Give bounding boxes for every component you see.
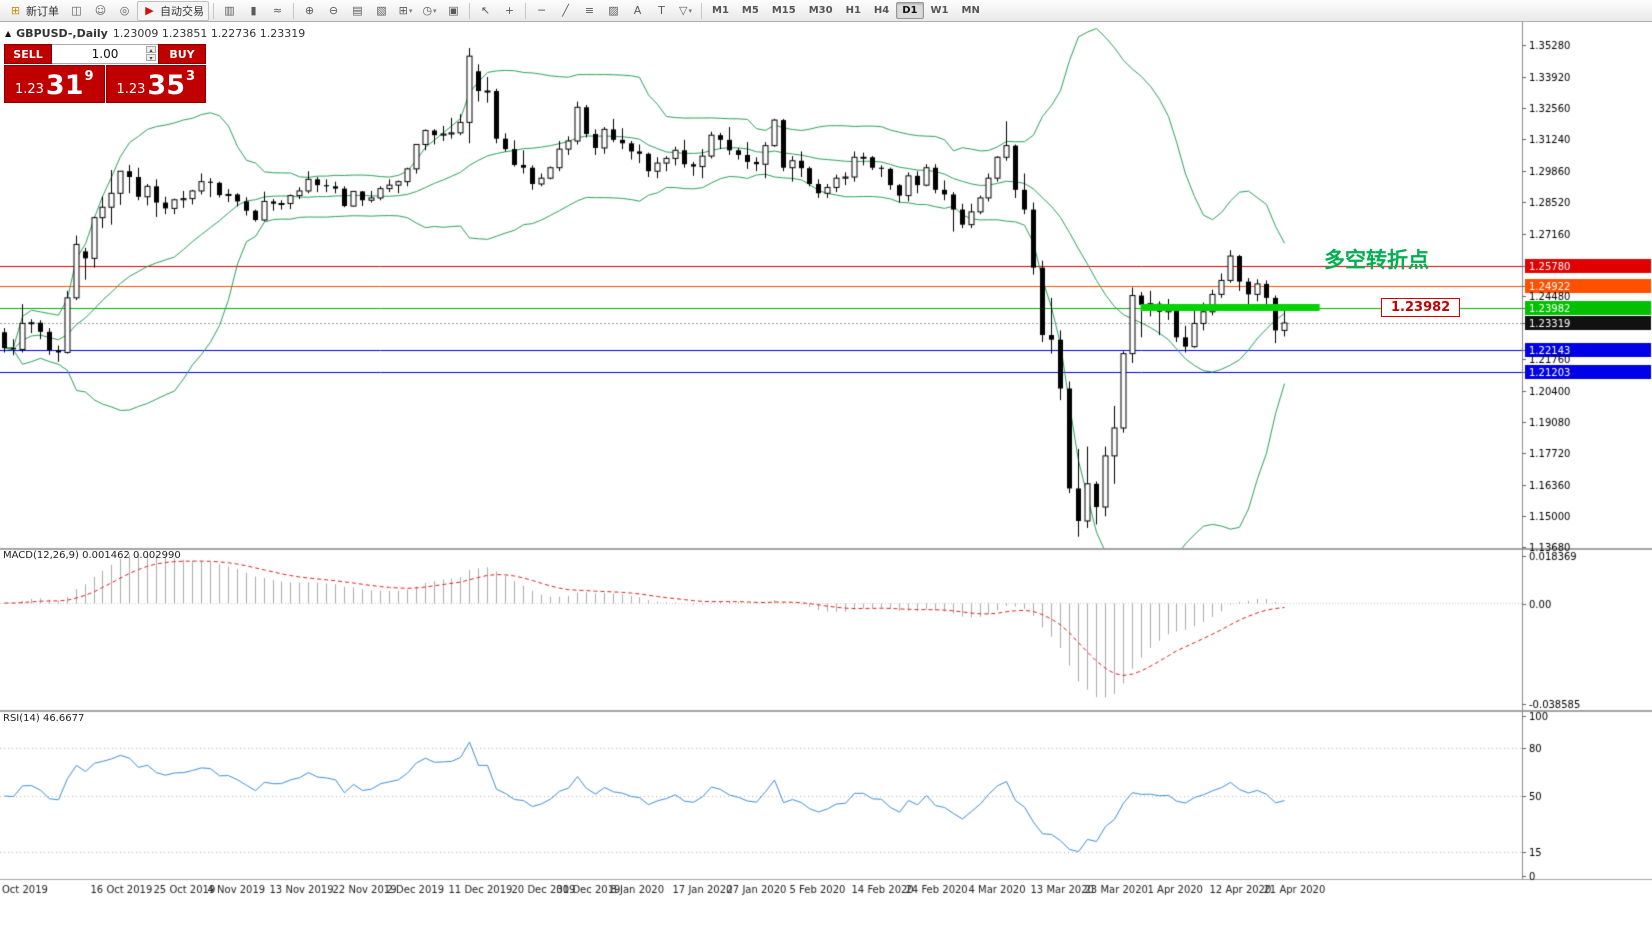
zoom-in-icon[interactable]: ⊕ — [304, 4, 315, 17]
chevron-down-icon: ▾ — [433, 6, 437, 15]
period-clock-icon[interactable]: ◷ ▾ — [418, 1, 441, 21]
horizontal-line-tool-icon[interactable]: ─ — [538, 4, 545, 17]
timeframe-m5-button[interactable]: M5 — [741, 5, 759, 16]
autotrading-icon: ▶ — [145, 4, 154, 17]
chevron-down-icon: ▾ — [688, 6, 692, 15]
arrows-glyph: ▽ — [679, 4, 688, 17]
chevron-down-icon: ▾ — [408, 6, 413, 15]
sell-price-pip: 9 — [84, 69, 94, 84]
timeframe-d1-button[interactable]: D1 — [896, 2, 924, 19]
toolbar-separator — [213, 2, 214, 19]
shapes-tool-icon[interactable]: ▨ — [608, 4, 619, 17]
cursor-icon[interactable]: ↖ — [480, 4, 491, 17]
candlestick-chart-icon[interactable]: ▮ — [250, 4, 257, 17]
toolbar-separator — [293, 2, 294, 19]
volume-value: 1.00 — [91, 47, 119, 61]
rsi-indicator-label: RSI(14) 46.6677 — [3, 713, 85, 724]
timeframe-m30-button[interactable]: M30 — [808, 5, 833, 16]
toolbar-separator — [701, 2, 702, 19]
sell-price-prefix: 1.23 — [14, 82, 44, 97]
timeframe-m1-button[interactable]: M1 — [712, 5, 729, 16]
trendline-tool-icon[interactable]: ╱ — [562, 4, 569, 17]
export-image-icon[interactable]: ▣ — [448, 4, 459, 17]
price-chart-canvas[interactable] — [0, 22, 1652, 947]
data-window-icon[interactable]: ◎ — [119, 4, 130, 17]
sell-label: SELL — [4, 44, 52, 64]
chart-header: ▲ GBPUSD-,Daily 1.23009 1.23851 1.22736 … — [5, 27, 305, 40]
new-chart-icon[interactable]: ⊞ ▾ — [394, 1, 417, 21]
new-chart-glyph: ⊞ — [398, 4, 408, 17]
symbol-title: GBPUSD-,Daily — [16, 27, 108, 40]
buy-price-big: 35 — [147, 70, 185, 102]
bar-chart-icon[interactable]: ▥ — [224, 4, 235, 17]
volume-spinner: ▴ ▾ — [146, 46, 156, 62]
timeframe-h4-button[interactable]: H4 — [873, 5, 890, 16]
toolbar-separator — [469, 2, 470, 19]
timeframe-m15-button[interactable]: M15 — [771, 5, 796, 16]
one-click-trading-panel: SELL 1.00 ▴ ▾ BUY 1.23 31 9 1.23 35 3 — [4, 44, 206, 103]
spinner-up-icon[interactable]: ▴ — [146, 46, 156, 54]
macd-indicator-label: MACD(12,26,9) 0.001462 0.002990 — [3, 550, 181, 561]
profiles-icon[interactable]: ☺ — [94, 4, 107, 17]
autotrading-button[interactable]: ▶ 自动交易 — [137, 0, 209, 21]
sell-price-button[interactable]: 1.23 31 9 — [4, 65, 105, 103]
turning-point-annotation[interactable]: 多空转折点 — [1324, 248, 1429, 272]
autotrading-label: 自动交易 — [160, 4, 204, 18]
arrows-tool-icon[interactable]: ▽ ▾ — [674, 1, 697, 21]
tile-windows-icon[interactable]: ▤ — [352, 4, 363, 17]
timeframe-mn-button[interactable]: MN — [961, 5, 980, 16]
buy-price-prefix: 1.23 — [116, 82, 146, 97]
new-order-icon: ⊞ — [10, 4, 21, 17]
toolbar: ⊞ 新订单 ◫ ☺ ◎ ▶ 自动交易 ▥ ▮ ≈ ⊕ ⊖ ▤ ▧ ⊞ ▾ ◷ ▾… — [0, 0, 1652, 22]
ohlc-values: 1.23009 1.23851 1.22736 1.23319 — [112, 27, 306, 40]
volume-input[interactable]: 1.00 ▴ ▾ — [52, 44, 158, 64]
timeframe-h1-button[interactable]: H1 — [845, 5, 861, 16]
sell-price-big: 31 — [45, 70, 84, 102]
buy-price-button[interactable]: 1.23 35 3 — [105, 65, 206, 103]
clock-glyph: ◷ — [422, 4, 433, 17]
terminal-icon[interactable]: ◫ — [71, 4, 82, 17]
crosshair-icon[interactable]: + — [504, 4, 515, 17]
toolbar-separator — [525, 2, 526, 19]
spinner-down-icon[interactable]: ▾ — [146, 54, 156, 62]
timeframe-w1-button[interactable]: W1 — [930, 5, 949, 16]
one-click-collapse-icon[interactable]: ▲ — [5, 29, 12, 38]
label-tool-icon[interactable]: T — [658, 4, 665, 17]
text-tool-icon[interactable]: A — [633, 4, 642, 17]
fibonacci-tool-icon[interactable]: ≡ — [584, 4, 595, 17]
line-chart-icon[interactable]: ≈ — [272, 4, 283, 17]
cascade-windows-icon[interactable]: ▧ — [376, 4, 387, 17]
buy-label: BUY — [158, 44, 206, 64]
zoom-out-icon[interactable]: ⊖ — [328, 4, 339, 17]
new-order-button[interactable]: ⊞ 新订单 — [3, 1, 64, 21]
price-level-tag[interactable]: 1.23982 — [1381, 298, 1461, 317]
buy-price-pip: 3 — [185, 69, 196, 84]
new-order-label: 新订单 — [26, 4, 59, 18]
